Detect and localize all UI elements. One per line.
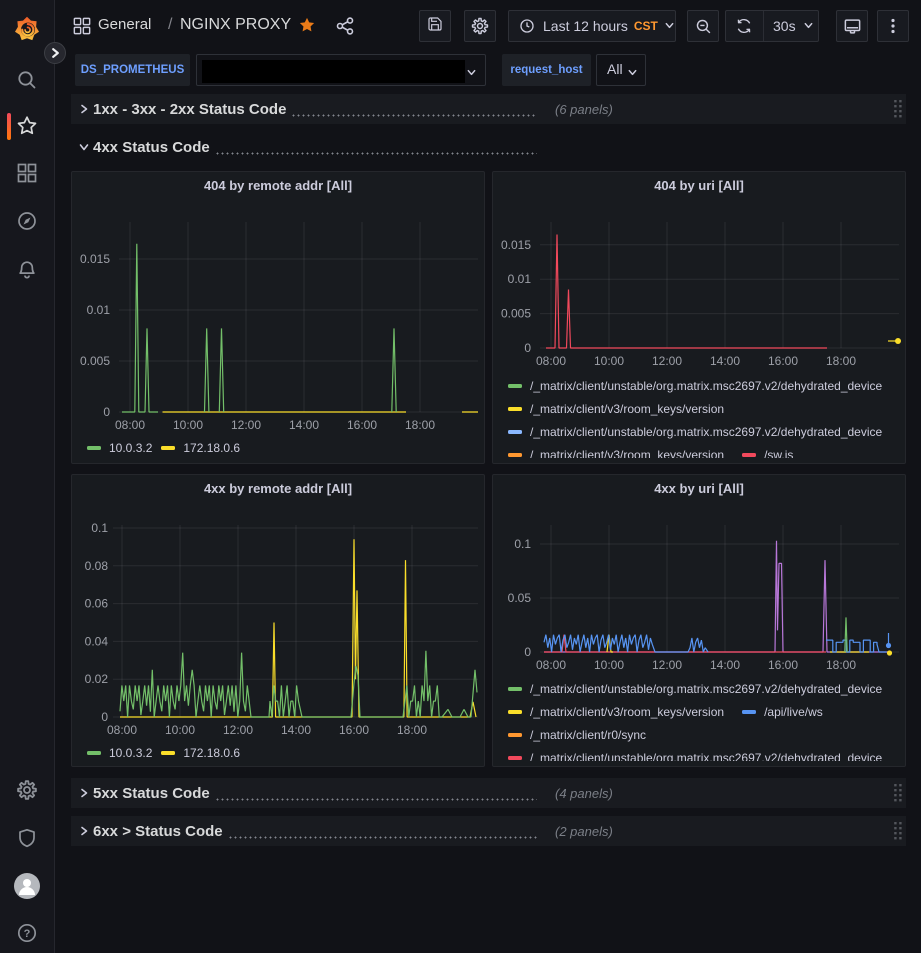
svg-text:14:00: 14:00 [710, 658, 740, 672]
svg-text:0.1: 0.1 [514, 537, 531, 551]
svg-text:16:00: 16:00 [339, 723, 369, 737]
svg-text:18:00: 18:00 [826, 354, 856, 368]
svg-text:12:00: 12:00 [652, 658, 682, 672]
svg-text:0: 0 [524, 341, 531, 355]
svg-text:14:00: 14:00 [710, 354, 740, 368]
svg-text:0.005: 0.005 [501, 307, 531, 321]
svg-text:12:00: 12:00 [652, 354, 682, 368]
svg-text:14:00: 14:00 [289, 418, 319, 432]
svg-text:?: ? [24, 928, 31, 940]
svg-text:0.04: 0.04 [85, 634, 109, 648]
svg-text:08:00: 08:00 [107, 723, 137, 737]
svg-text:18:00: 18:00 [826, 658, 856, 672]
svg-text:16:00: 16:00 [768, 354, 798, 368]
svg-text:10:00: 10:00 [594, 354, 624, 368]
svg-text:10:00: 10:00 [165, 723, 195, 737]
svg-text:0.08: 0.08 [85, 559, 109, 573]
svg-text:0.02: 0.02 [85, 672, 109, 686]
svg-text:0.05: 0.05 [508, 591, 532, 605]
svg-text:08:00: 08:00 [536, 658, 566, 672]
svg-text:08:00: 08:00 [115, 418, 145, 432]
svg-text:0: 0 [103, 405, 110, 419]
svg-text:0.01: 0.01 [508, 272, 532, 286]
svg-text:16:00: 16:00 [768, 658, 798, 672]
svg-text:0.005: 0.005 [80, 354, 110, 368]
svg-text:0: 0 [524, 645, 531, 659]
svg-text:16:00: 16:00 [347, 418, 377, 432]
svg-text:12:00: 12:00 [231, 418, 261, 432]
svg-text:0.01: 0.01 [87, 303, 111, 317]
svg-text:14:00: 14:00 [281, 723, 311, 737]
svg-text:12:00: 12:00 [223, 723, 253, 737]
svg-text:10:00: 10:00 [594, 658, 624, 672]
svg-text:18:00: 18:00 [405, 418, 435, 432]
svg-text:0.015: 0.015 [80, 252, 110, 266]
svg-text:08:00: 08:00 [536, 354, 566, 368]
svg-text:0: 0 [101, 710, 108, 724]
svg-text:18:00: 18:00 [397, 723, 427, 737]
svg-text:10:00: 10:00 [173, 418, 203, 432]
svg-text:0.06: 0.06 [85, 597, 109, 611]
svg-text:0.1: 0.1 [91, 521, 108, 535]
svg-text:0.015: 0.015 [501, 238, 531, 252]
